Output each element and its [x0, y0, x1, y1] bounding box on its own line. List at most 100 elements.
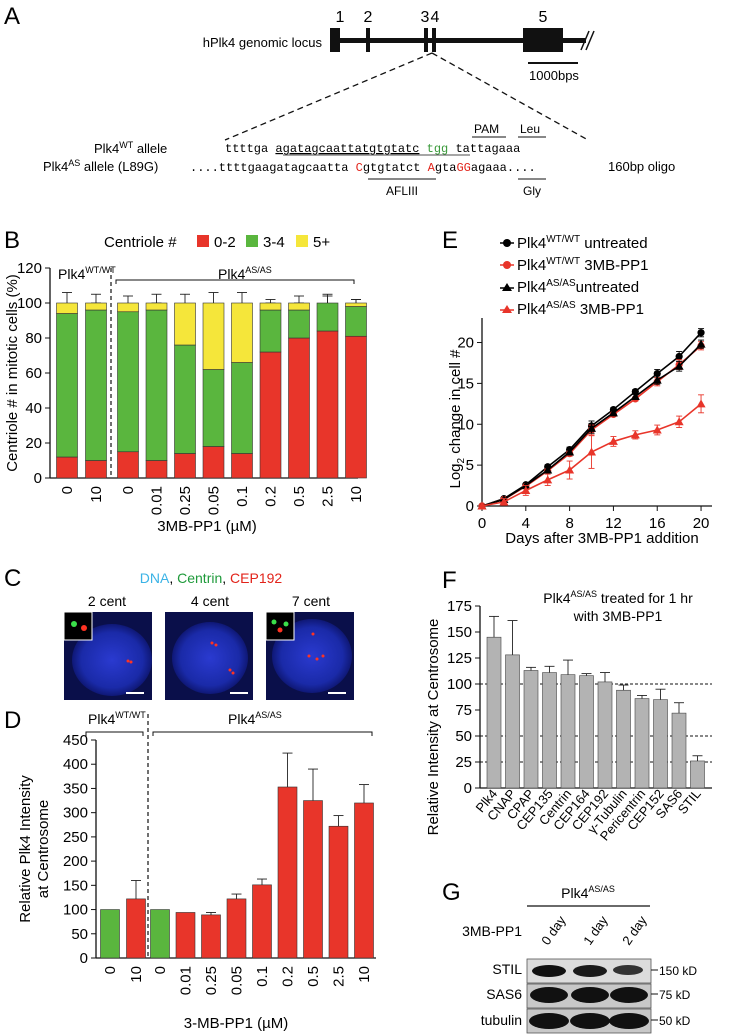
wt-sequence: ttttga agatagcaattatgtgtatc tgg tattagaa…: [225, 142, 520, 156]
image-label-4-cent: 4 cent: [191, 593, 229, 609]
y-tick-label: 60: [25, 365, 42, 382]
y-tick-label: 80: [25, 330, 42, 347]
bar: [201, 914, 221, 959]
x-tick-label: 0: [478, 515, 486, 532]
lane-label-1-day: 1 day: [580, 913, 611, 948]
zoom-line-right: [431, 52, 589, 141]
bar-segment: [174, 453, 196, 479]
centriole-dot: [311, 632, 315, 636]
data-point: [587, 447, 597, 456]
bar: [523, 670, 539, 789]
bar-segment: [56, 313, 78, 458]
bar-segment: [117, 302, 139, 313]
chart-title-f-line1: Plk4AS/AS treated for 1 hr: [543, 589, 693, 606]
marker-label-50kd: 50 kD: [659, 1014, 691, 1028]
inset-image: [63, 611, 93, 641]
blot-band: [570, 1013, 610, 1029]
image-label-7-cent: 7 cent: [292, 593, 330, 609]
bar-segment: [231, 453, 253, 479]
legend-swatch-3-4: [246, 235, 258, 247]
marker-label-75kd: 75 kD: [659, 988, 691, 1002]
data-point: [521, 485, 531, 494]
exon-label-3: 3: [421, 9, 430, 26]
group-label-wt-b: Plk4WT/WT: [58, 265, 116, 282]
y-tick-label: 300: [63, 805, 88, 822]
channel-legend: DNA, Centrin, CEP192: [140, 570, 283, 586]
chart-title-f-line2: with 3MB-PP1: [573, 608, 663, 624]
legend-label-wt-untreated: Plk4WT/WT untreated: [517, 234, 648, 252]
bar-segment: [259, 309, 282, 353]
axis-label-y-line2: at Centrosome: [35, 800, 52, 898]
legend-label-0-2: 0-2: [214, 234, 236, 251]
x-tick-label: 0: [102, 966, 119, 974]
data-point: [630, 391, 640, 400]
bar: [542, 672, 557, 789]
centriole-dot: [129, 660, 133, 664]
pam-label: PAM: [474, 122, 499, 136]
bar: [252, 884, 272, 959]
blot-stil: STIL 150 kD: [492, 958, 697, 984]
y-tick-label: 250: [63, 829, 88, 846]
data-point: [499, 497, 509, 506]
y-tick-label: 0: [34, 470, 42, 487]
x-tick-label: 20: [693, 515, 710, 532]
panel-letter-f: F: [442, 567, 457, 594]
panel-letter-c: C: [4, 565, 21, 592]
y-tick-label: 20: [25, 435, 42, 452]
x-tick-label: 0.25: [203, 966, 220, 995]
data-point: [674, 417, 684, 426]
x-tick-label: 0.05: [229, 966, 246, 995]
bar: [671, 712, 687, 789]
bar: [150, 909, 170, 959]
exon-label-2: 2: [364, 9, 373, 26]
blot-tubulin: tubulin 50 kD: [481, 1008, 691, 1034]
centriole-dot: [210, 641, 214, 645]
marker-label-150kd: 150 kD: [659, 964, 697, 978]
group-bracket-wt: [85, 731, 144, 736]
y-tick-label: 400: [63, 756, 88, 773]
series-line: [481, 332, 702, 507]
wt-allele-label: Plk4WT allele: [94, 140, 167, 156]
y-tick-label: 20: [457, 335, 474, 352]
x-tick-label: 10: [348, 486, 365, 503]
x-tick-label: 2.5: [331, 966, 348, 987]
panel-letter-d: D: [4, 707, 21, 734]
centriole-dot: [231, 671, 235, 675]
zoom-line-left: [224, 52, 433, 141]
centriole-dot: [228, 668, 232, 672]
bar: [560, 674, 576, 789]
blot-genotype-label: Plk4AS/AS: [561, 884, 615, 901]
blot-band: [609, 1013, 649, 1029]
legend-marker-as-untreated: [502, 283, 512, 291]
panel-letter-a: A: [4, 3, 20, 30]
x-tick-label: 0.1: [254, 966, 271, 987]
data-point: [653, 369, 661, 378]
x-tick-label: 2.5: [320, 486, 337, 507]
group-label-as-b: Plk4AS/AS: [218, 265, 272, 282]
bar-segment: [56, 302, 78, 314]
x-tick-label: 0: [120, 486, 137, 494]
y-tick-label: 0: [464, 780, 472, 797]
bar: [579, 675, 594, 789]
bar: [690, 760, 705, 789]
bar-segment: [174, 302, 196, 346]
legend-label-5plus: 5+: [313, 234, 330, 251]
legend-e: Plk4WT/WT untreated Plk4WT/WT 3MB-PP1 Pl…: [500, 234, 648, 318]
inset-centriole: [283, 621, 289, 627]
break-mark-2: [585, 30, 595, 51]
lane-label-2-day: 2 day: [619, 913, 650, 948]
x-tick-label: 0: [59, 486, 76, 494]
bar-segment: [85, 309, 107, 461]
x-tick-label: 10: [128, 966, 145, 983]
centriole-dot: [126, 659, 130, 663]
axis-label-x: Days after 3MB-PP1 addition: [505, 530, 698, 547]
y-tick-label: 50: [455, 728, 472, 745]
x-tick-label: 0.5: [305, 966, 322, 987]
exon-label-4: 4: [431, 9, 440, 26]
bar: [226, 898, 247, 959]
exon-2: [366, 28, 370, 52]
panel-a: A hPlk4 genomic locus 1 2 3 4 5 1000bps …: [4, 3, 675, 198]
